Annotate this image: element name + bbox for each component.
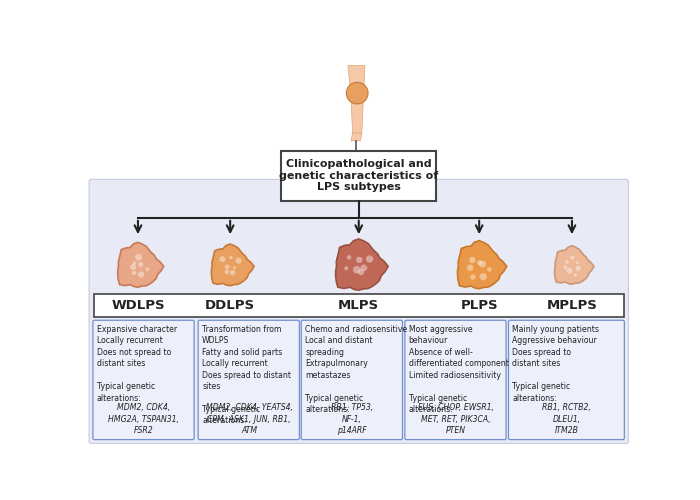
Circle shape	[344, 266, 349, 270]
Circle shape	[135, 254, 142, 260]
Circle shape	[564, 266, 568, 270]
FancyBboxPatch shape	[301, 320, 402, 440]
FancyBboxPatch shape	[89, 180, 629, 444]
Circle shape	[229, 256, 232, 260]
FancyBboxPatch shape	[508, 320, 624, 440]
Text: FUS, CHOP, EWSR1,
MET, RET, PIK3CA,
PTEN: FUS, CHOP, EWSR1, MET, RET, PIK3CA, PTEN	[418, 403, 494, 435]
FancyBboxPatch shape	[94, 294, 624, 317]
Circle shape	[230, 270, 235, 276]
Text: RB1, RCTB2,
DLEU1,
ITM2B: RB1, RCTB2, DLEU1, ITM2B	[542, 403, 592, 435]
Polygon shape	[554, 246, 594, 284]
Circle shape	[360, 264, 368, 272]
Circle shape	[477, 260, 482, 265]
Circle shape	[467, 264, 473, 271]
FancyBboxPatch shape	[281, 151, 436, 201]
Text: MPLPS: MPLPS	[547, 299, 597, 312]
Text: DDLPS: DDLPS	[205, 299, 256, 312]
Circle shape	[146, 268, 149, 271]
Circle shape	[469, 257, 475, 263]
Circle shape	[353, 266, 360, 274]
Polygon shape	[335, 239, 388, 290]
Circle shape	[470, 274, 475, 280]
Circle shape	[138, 262, 144, 267]
Text: WDLPS: WDLPS	[111, 299, 164, 312]
Text: Clinicopathological and
genetic characteristics of
LPS subtypes: Clinicopathological and genetic characte…	[279, 160, 438, 192]
Polygon shape	[348, 66, 365, 98]
Text: MLPS: MLPS	[338, 299, 379, 312]
Circle shape	[366, 256, 373, 262]
Text: RB1, TP53,
NF-1,
p14ARF: RB1, TP53, NF-1, p14ARF	[331, 403, 373, 435]
Circle shape	[346, 82, 368, 104]
Circle shape	[236, 258, 241, 264]
Circle shape	[570, 256, 575, 260]
FancyBboxPatch shape	[93, 320, 194, 440]
Circle shape	[356, 256, 363, 263]
Circle shape	[480, 273, 487, 280]
Circle shape	[225, 264, 230, 269]
Polygon shape	[211, 244, 254, 286]
Circle shape	[132, 262, 137, 265]
Circle shape	[576, 261, 579, 264]
Circle shape	[487, 267, 491, 272]
Circle shape	[130, 264, 136, 270]
Circle shape	[225, 270, 230, 274]
Polygon shape	[118, 242, 164, 287]
Circle shape	[233, 266, 236, 270]
Text: Mainly young patients
Aggressive behaviour
Does spread to
distant sites

Typical: Mainly young patients Aggressive behavio…	[512, 325, 599, 402]
Text: PLPS: PLPS	[461, 299, 498, 312]
Text: Chemo and radiosensitive
Local and distant
spreading
Extrapulmonary
metastazes

: Chemo and radiosensitive Local and dista…	[305, 325, 407, 414]
FancyBboxPatch shape	[198, 320, 300, 440]
Polygon shape	[458, 240, 507, 288]
Circle shape	[138, 272, 144, 278]
Polygon shape	[351, 133, 362, 141]
Text: Transformation from
WDLPS
Fatty and solid parts
Locally recurrent
Does spread to: Transformation from WDLPS Fatty and soli…	[202, 325, 291, 426]
Circle shape	[346, 255, 351, 260]
Circle shape	[566, 268, 573, 274]
Circle shape	[219, 256, 225, 262]
Circle shape	[565, 260, 569, 264]
Circle shape	[575, 266, 581, 271]
Circle shape	[479, 260, 486, 268]
Circle shape	[132, 271, 137, 275]
Text: Most aggressive
behaviour
Absence of well-
differentiated component
Limited radi: Most aggressive behaviour Absence of wel…	[409, 325, 509, 414]
Circle shape	[358, 269, 364, 275]
Text: Expansive character
Locally recurrent
Does not spread to
distant sites

Typical : Expansive character Locally recurrent Do…	[97, 325, 177, 402]
Text: MDM2, CDK4, YEATS4,
CPM, ASK1, JUN, RB1,
ATM: MDM2, CDK4, YEATS4, CPM, ASK1, JUN, RB1,…	[206, 403, 293, 435]
FancyBboxPatch shape	[405, 320, 506, 440]
Polygon shape	[351, 98, 363, 133]
Text: MDM2, CDK4,
HMG2A, TSPAN31,
FSR2: MDM2, CDK4, HMG2A, TSPAN31, FSR2	[108, 403, 179, 435]
Circle shape	[574, 274, 577, 276]
